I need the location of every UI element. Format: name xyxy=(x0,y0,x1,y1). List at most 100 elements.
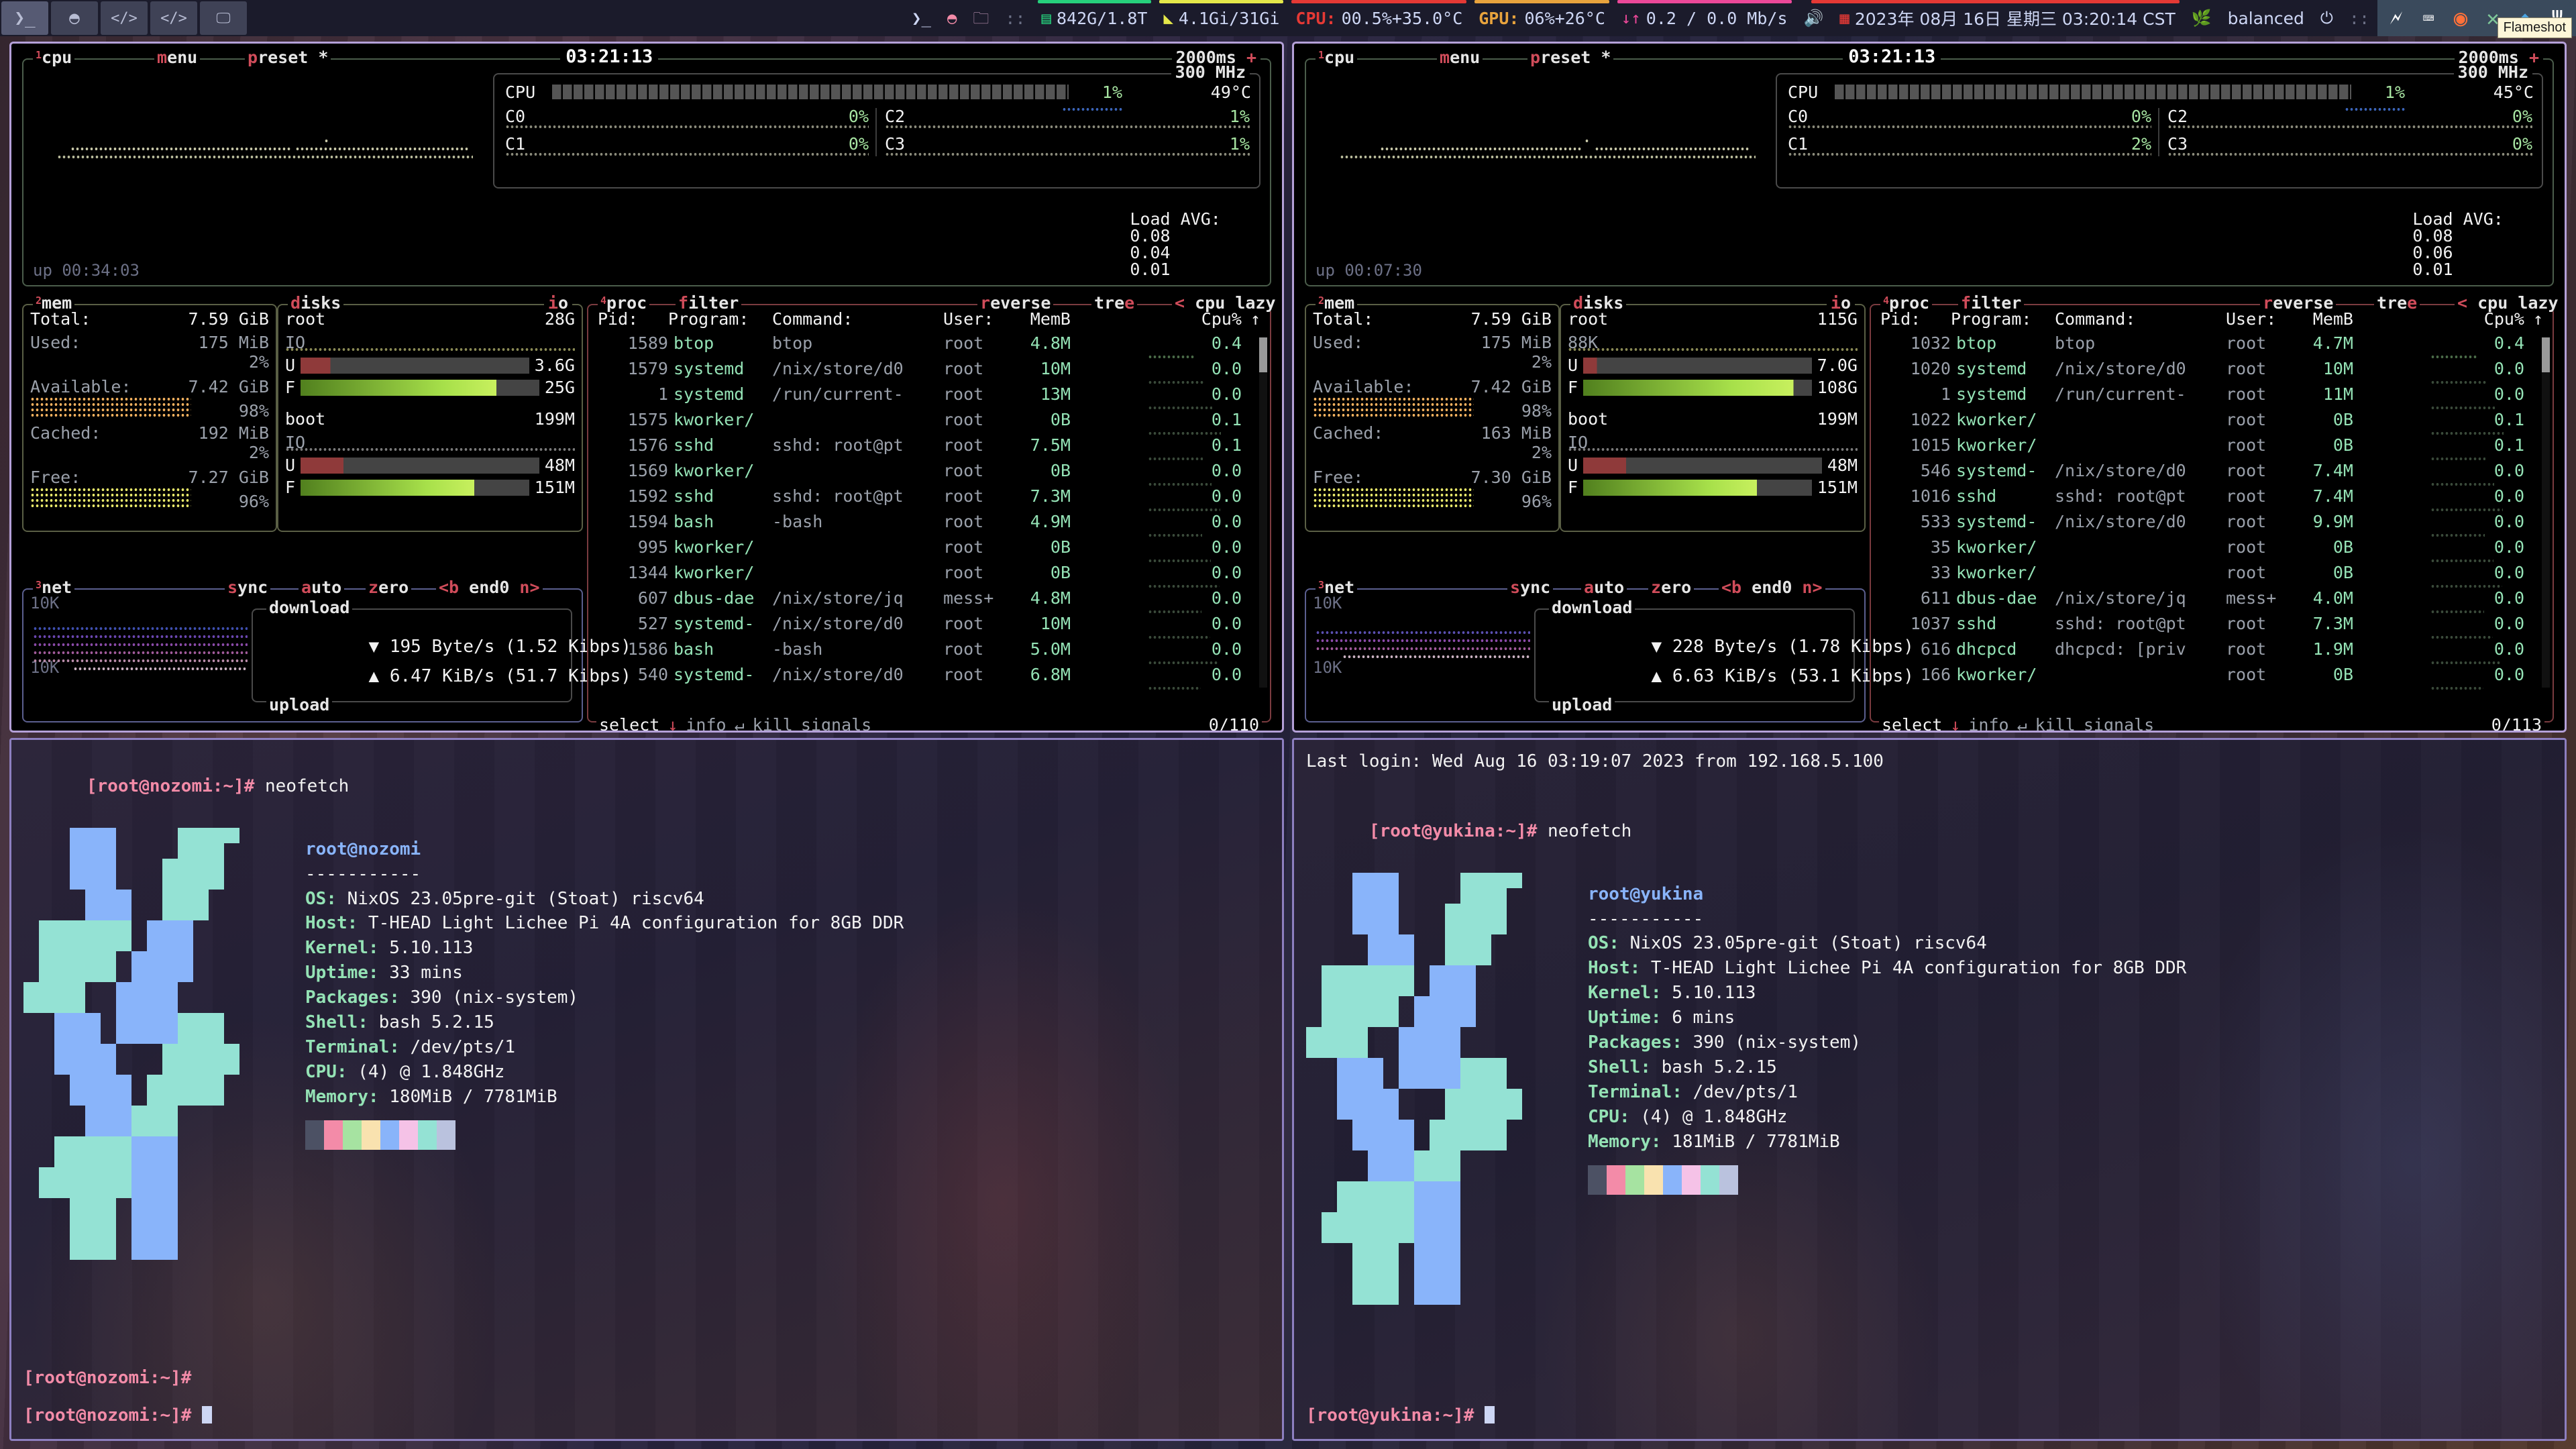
code-launcher-1-icon[interactable]: </> xyxy=(101,1,148,35)
net-box-title-right[interactable]: 3 net xyxy=(1316,579,1358,596)
net-auto-button[interactable]: a uto xyxy=(299,579,345,596)
proc-tree-button[interactable]: tre e xyxy=(1091,294,1138,311)
proc-signals-label[interactable]: signals xyxy=(800,715,872,733)
table-row[interactable]: 33 kworker/root 0B 0.0 xyxy=(1880,564,2543,590)
disks-io-title[interactable]: io xyxy=(543,294,572,311)
btop-right-window[interactable]: 1 cpu m enu p reset * 03:21:13 2000ms + up … xyxy=(1292,42,2567,733)
table-row[interactable]: 1022 kworker/root 0B 0.1 xyxy=(1880,411,2543,437)
terminal-right-window[interactable]: Last login: Wed Aug 16 03:19:07 2023 fro… xyxy=(1292,738,2567,1441)
cpu-preset-button-right[interactable]: p reset * xyxy=(1527,49,1614,66)
table-row[interactable]: 35 kworker/root 0B 0.0 xyxy=(1880,539,2543,564)
table-row[interactable]: 1344 kworker/root 0B 0.0 xyxy=(598,564,1260,590)
proc-select-label-right[interactable]: select xyxy=(1882,715,1943,733)
table-row[interactable]: 995 kworker/root 0B 0.0 xyxy=(598,539,1260,564)
disks-box-title-right[interactable]: d isks xyxy=(1570,294,1627,311)
proc-scrollbar[interactable] xyxy=(1259,337,1267,688)
proc-info-label[interactable]: info xyxy=(686,715,727,733)
terminal-left-content[interactable]: [root@nozomi:~]# neofetch root@nozomi --… xyxy=(11,740,1282,1439)
table-row[interactable]: 1569 kworker/root 0B 0.0 xyxy=(598,462,1260,488)
proc-select-label[interactable]: select xyxy=(599,715,660,733)
disk-module[interactable]: ▤ 842G/1.8T xyxy=(1034,0,1156,36)
btop-left-update-interval[interactable]: 2000ms + xyxy=(1171,49,1260,66)
net-zero-button[interactable]: z ero xyxy=(366,579,412,596)
cpu-box-title[interactable]: 1 cpu xyxy=(33,49,75,66)
ram-module[interactable]: ◣ 4.1Gi/31Gi xyxy=(1155,0,1287,36)
table-row[interactable]: 1586 bash -bash root 5.0M 0.0 xyxy=(598,641,1260,666)
table-row[interactable]: 1592 sshd sshd: root@pt root 7.3M 0.0 xyxy=(598,488,1260,513)
table-row[interactable]: 533 systemd- /nix/store/d0 root 9.9M 0.0 xyxy=(1880,513,2543,539)
prompt-line-3-left[interactable]: [root@nozomi:~]# xyxy=(23,1403,213,1428)
firefox-icon[interactable]: ◉ xyxy=(2453,5,2468,32)
proc-col-command-right[interactable]: Command: xyxy=(2055,309,2136,329)
gpu-module[interactable]: GPU: 06%+26°C xyxy=(1470,0,1613,36)
proc-col-mem-right[interactable]: MemB xyxy=(2312,309,2353,329)
cpu-menu-button[interactable]: m enu xyxy=(154,49,201,66)
cpu-menu-button-right[interactable]: m enu xyxy=(1437,49,1483,66)
proc-col-pid[interactable]: Pid: xyxy=(598,309,639,329)
table-row[interactable]: 1016 sshd sshd: root@pt root 7.4M 0.0 xyxy=(1880,488,2543,513)
proc-sort-selector[interactable]: < cpu lazy > xyxy=(1172,294,1282,311)
proc-tree-button-right[interactable]: tre e xyxy=(2374,294,2420,311)
table-row[interactable]: 1 systemd/run/current-root 13M 0.0 xyxy=(598,386,1260,411)
proc-reverse-button[interactable]: r everse xyxy=(977,294,1054,311)
btop-left-window[interactable]: 1 cpu m enu p reset * 03:21:13 2000ms + up … xyxy=(9,42,1284,733)
clock-module[interactable]: ▦ 2023年 08月 16日 星期三 03:20:14 CST xyxy=(1811,0,2183,36)
proc-filter-button[interactable]: f ilter xyxy=(676,294,742,311)
terminal-status-icon[interactable]: ❯_ xyxy=(912,9,931,28)
power-module[interactable]: ⏻ xyxy=(2312,0,2341,36)
cpu-box-title-right[interactable]: 1 cpu xyxy=(1316,49,1358,66)
bluetooth-icon[interactable]: 🗲 xyxy=(2390,7,2403,29)
folder-status-icon[interactable]: 🗀 xyxy=(973,9,989,28)
proc-box-title-right[interactable]: 4 proc xyxy=(1880,294,1933,311)
table-row[interactable]: 1575 kworker/root 0B 0.1 xyxy=(598,411,1260,437)
table-row[interactable]: 1576 sshd sshd: root@pt root 7.5M 0.1 xyxy=(598,437,1260,462)
proc-filter-button-right[interactable]: f ilter xyxy=(1958,294,2025,311)
disks-io-title-right[interactable]: io xyxy=(1826,294,1855,311)
mem-box-title-right[interactable]: 2 mem xyxy=(1316,294,1358,311)
prompt-line-2-right[interactable]: [root@yukina:~]# xyxy=(1306,1403,1495,1428)
table-row[interactable]: 1015 kworker/root 0B 0.1 xyxy=(1880,437,2543,462)
volume-module[interactable]: 🔊 xyxy=(1796,0,1832,36)
table-row[interactable]: 1589 btop btop root 4.8M 0.4 xyxy=(598,335,1260,360)
proc-scrollbar-right[interactable] xyxy=(2542,337,2550,688)
net-zero-button-right[interactable]: z ero xyxy=(1648,579,1695,596)
cpu-preset-button[interactable]: p reset * xyxy=(245,49,331,66)
proc-sort-selector-right[interactable]: < cpu lazy > xyxy=(2455,294,2565,311)
table-row[interactable]: 1032 btop btop root 4.7M 0.4 xyxy=(1880,335,2543,360)
proc-col-user[interactable]: User: xyxy=(943,309,994,329)
proc-reverse-button-right[interactable]: r everse xyxy=(2260,294,2337,311)
table-row[interactable]: 540 systemd- /nix/store/d0 root 6.8M 0.0 xyxy=(598,666,1260,692)
table-row[interactable]: 616 dhcpcd dhcpcd: [priv root 1.9M 0.0 xyxy=(1880,641,2543,666)
table-row[interactable]: 1037 sshd sshd: root@pt root 7.3M 0.0 xyxy=(1880,615,2543,641)
code-launcher-2-icon[interactable]: </> xyxy=(150,1,197,35)
proc-list[interactable]: 1589 btop btop root 4.8M 0.4 1579 systemd/nix/s… xyxy=(598,335,1260,690)
table-row[interactable]: 611 dbus-dae/nix/store/jq mess+ 4.0M 0.0 xyxy=(1880,590,2543,615)
proc-kill-label[interactable]: kill xyxy=(752,715,793,733)
cpu-module[interactable]: CPU: 00.5%+35.0°C xyxy=(1287,0,1470,36)
proc-col-pid-right[interactable]: Pid: xyxy=(1880,309,1921,329)
mem-box-title[interactable]: 2 mem xyxy=(33,294,75,311)
droplet-status-icon[interactable]: ◓ xyxy=(947,9,957,28)
proc-list-right[interactable]: 1032 btop btop root 4.7M 0.4 1020 systemd/nix/s… xyxy=(1880,335,2543,690)
terminal-launcher-icon[interactable]: ❯_ xyxy=(1,1,48,35)
proc-col-program[interactable]: Program: xyxy=(668,309,749,329)
table-row[interactable]: 1 systemd/run/current-root 11M 0.0 xyxy=(1880,386,2543,411)
leaf-module[interactable]: 🌿 xyxy=(2184,0,2220,36)
browser-launcher-icon[interactable]: ◓ xyxy=(51,1,98,35)
proc-col-command[interactable]: Command: xyxy=(772,309,853,329)
table-row[interactable]: 166 kworker/root 0B 0.0 xyxy=(1880,666,2543,692)
terminal-right-content[interactable]: Last login: Wed Aug 16 03:19:07 2023 fro… xyxy=(1294,740,2565,1439)
table-row[interactable]: 1594 bash -bash root 4.9M 0.0 xyxy=(598,513,1260,539)
proc-scrollbar-thumb-right[interactable] xyxy=(2542,337,2550,372)
proc-col-cpu-right[interactable]: Cpu% xyxy=(2483,309,2524,329)
table-row[interactable]: 546 systemd- /nix/store/d0 root 7.4M 0.0 xyxy=(1880,462,2543,488)
terminal-left-window[interactable]: [root@nozomi:~]# neofetch root@nozomi --… xyxy=(9,738,1284,1441)
power-profile-module[interactable]: balanced xyxy=(2220,0,2312,36)
keyboard-icon[interactable]: ⌨ xyxy=(2422,7,2434,30)
proc-signals-label-right[interactable]: signals xyxy=(2083,715,2155,733)
proc-col-cpu[interactable]: Cpu% xyxy=(1201,309,1242,329)
table-row[interactable]: 1579 systemd/nix/store/d0 root 10M 0.0 xyxy=(598,360,1260,386)
proc-col-program-right[interactable]: Program: xyxy=(1951,309,2032,329)
proc-col-mem[interactable]: MemB xyxy=(1030,309,1071,329)
net-sync-button-right[interactable]: s ync xyxy=(1507,579,1554,596)
